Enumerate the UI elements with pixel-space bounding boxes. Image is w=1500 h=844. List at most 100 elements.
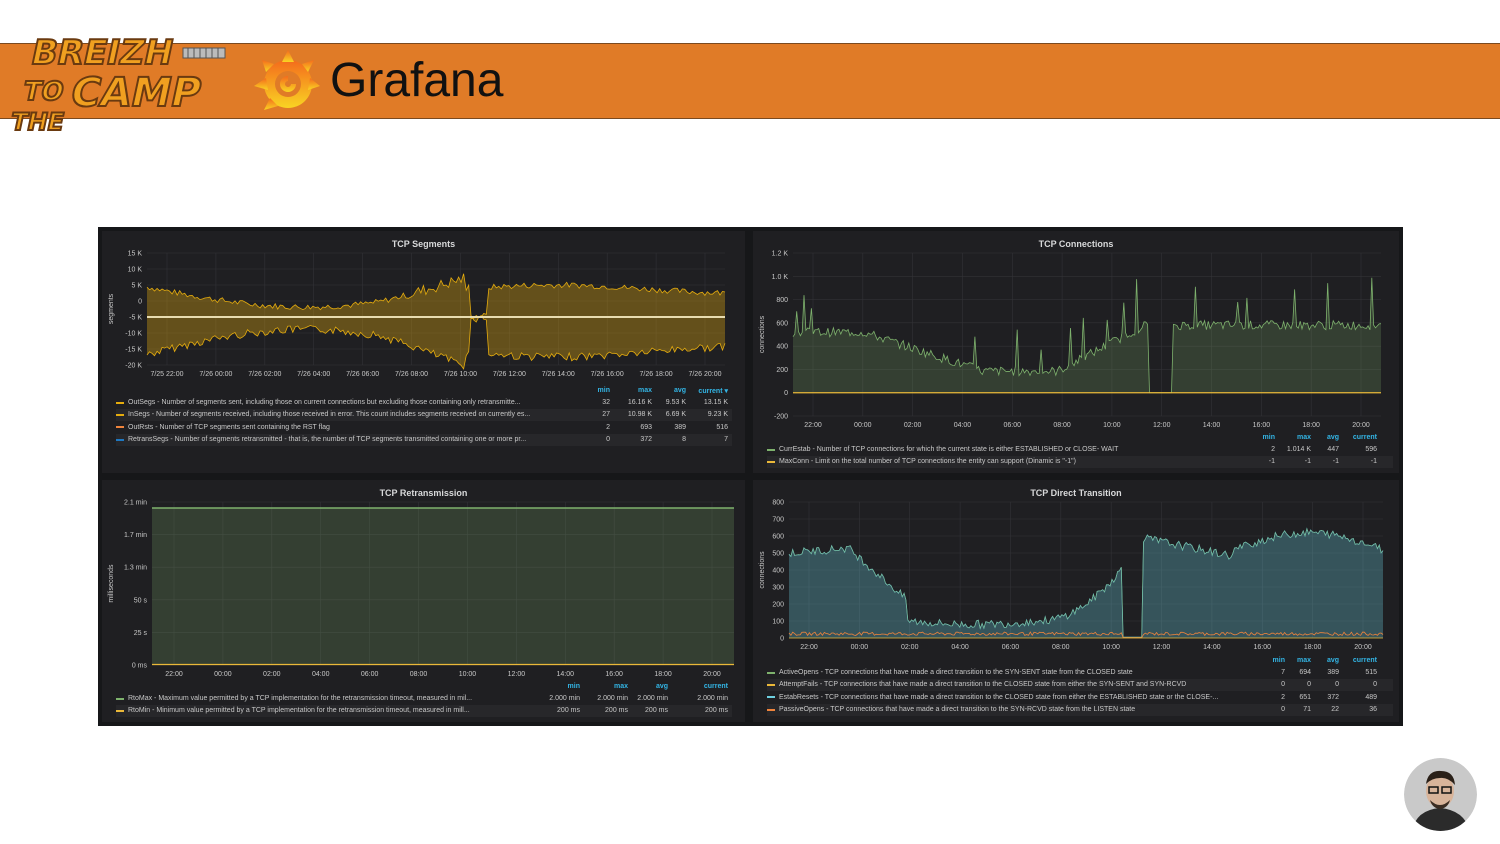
legend-row[interactable]: RetransSegs - Number of segments retrans… xyxy=(116,433,732,446)
legend-header-avg[interactable]: avg xyxy=(1326,434,1339,441)
legend-header-min[interactable]: min xyxy=(1262,434,1275,441)
legend-value: 372 xyxy=(1327,693,1339,701)
panel-title[interactable]: TCP Connections xyxy=(1038,239,1114,249)
legend-header-max[interactable]: max xyxy=(637,387,652,394)
panel-tcp-segments[interactable]: TCP Segments 15 K 10 K 5 K 0 -5 K -10 K -15 K -… xyxy=(102,231,745,473)
panel-tcp-connections[interactable]: TCP Connections 1.2 K 1.0 K 800 600 400 200 0 -… xyxy=(753,231,1399,473)
y-tick-label: 400 xyxy=(776,344,788,351)
legend-series-label[interactable]: OutSegs - Number of segments sent, inclu… xyxy=(128,399,521,406)
x-tick-label: 12:00 xyxy=(1153,644,1171,651)
legend-swatch[interactable] xyxy=(767,708,775,711)
legend-swatch[interactable] xyxy=(767,461,775,464)
legend-value: 389 xyxy=(674,423,686,431)
svg-text:CAMP: CAMP xyxy=(66,68,205,115)
y-tick-label: 200 xyxy=(776,367,788,374)
x-tick-label: 7/26 04:00 xyxy=(297,371,330,378)
legend-header-min[interactable]: min xyxy=(597,387,610,394)
legend-series-label[interactable]: EstabResets - TCP connections that have … xyxy=(779,693,1219,701)
legend-swatch[interactable] xyxy=(116,710,124,713)
legend-header-min[interactable]: min xyxy=(567,683,580,690)
x-tick-label: 16:00 xyxy=(1253,422,1271,429)
legend-series-label[interactable]: InSegs - Number of segments received, in… xyxy=(128,411,531,419)
panel-tcp-direct-transition[interactable]: TCP Direct Transition 800 700 600 500 400 300… xyxy=(753,480,1399,722)
legend-header-min[interactable]: min xyxy=(1272,657,1285,664)
series-line-passiveopens xyxy=(788,631,1384,639)
tcp-connections-chart[interactable]: 1.2 K 1.0 K 800 600 400 200 0 -200 22:00 00:00 02:… xyxy=(753,231,1399,473)
y-tick-label: 600 xyxy=(772,534,784,541)
legend-swatch[interactable] xyxy=(767,448,775,451)
legend-value: 32 xyxy=(602,399,610,406)
legend-value: 200 ms xyxy=(605,707,628,715)
legend-swatch[interactable] xyxy=(116,401,124,404)
y-tick-label: -200 xyxy=(774,414,788,421)
legend-header-current[interactable]: current xyxy=(703,683,728,690)
breizhcamp-logo-icon: BREIZH TO CAMP THE xyxy=(8,32,226,137)
legend-row[interactable]: PassiveOpens - TCP connections that have… xyxy=(767,703,1393,716)
x-tick-label: 18:00 xyxy=(654,671,672,678)
legend-value: 10.98 K xyxy=(627,411,652,419)
x-tick-label: 7/25 22:00 xyxy=(150,371,183,378)
legend-row[interactable]: MaxConn - Limit on the total number of T… xyxy=(767,456,1393,469)
legend-swatch[interactable] xyxy=(116,438,124,441)
panel-title[interactable]: TCP Segments xyxy=(391,239,456,249)
legend-row[interactable]: InSegs - Number of segments received, in… xyxy=(116,409,732,422)
tcp-segments-chart[interactable]: 15 K 10 K 5 K 0 -5 K -10 K -15 K -20 K 7/25 22:0… xyxy=(102,231,745,473)
legend-header-avg[interactable]: avg xyxy=(1326,657,1339,664)
legend-row[interactable]: ActiveOpens - TCP connections that have … xyxy=(767,667,1393,679)
legend-series-label[interactable]: CurrEstab - Number of TCP connections fo… xyxy=(779,446,1119,453)
panel-tcp-retransmission[interactable]: TCP Retransmission 2.1 min 1.7 min 1.3 min… xyxy=(102,480,745,722)
x-tick-label: 18:00 xyxy=(1302,422,1320,429)
legend-row[interactable]: OutRsts - Number of TCP segments sent co… xyxy=(116,422,732,434)
x-tick-label: 16:00 xyxy=(605,671,623,678)
legend-header-current[interactable]: current xyxy=(1352,434,1377,441)
legend-series-label[interactable]: RtoMin - Minimum value permitted by a TC… xyxy=(128,707,470,715)
legend-series-label[interactable]: ActiveOpens - TCP connections that have … xyxy=(779,669,1133,676)
legend-swatch[interactable] xyxy=(767,684,775,687)
legend-series-label[interactable]: RtoMax - Maximum value permitted by a TC… xyxy=(128,695,473,702)
legend-value: 0 xyxy=(1281,705,1285,713)
legend-swatch[interactable] xyxy=(116,697,124,700)
legend-header-avg[interactable]: avg xyxy=(673,387,686,394)
legend-value: 16.16 K xyxy=(627,399,652,406)
legend-value: 7 xyxy=(1281,669,1285,676)
legend-header-max[interactable]: max xyxy=(1296,657,1311,664)
panel-title[interactable]: TCP Direct Transition xyxy=(1030,488,1122,498)
legend-row[interactable]: CurrEstab - Number of TCP connections fo… xyxy=(767,444,1393,456)
y-tick-label: 2.1 min xyxy=(124,500,147,507)
y-tick-label: -20 K xyxy=(125,363,142,370)
legend-header-avg[interactable]: avg xyxy=(655,683,668,690)
legend-series-label[interactable]: MaxConn - Limit on the total number of T… xyxy=(779,458,1076,466)
legend-header-max[interactable]: max xyxy=(613,683,628,690)
legend-series-label[interactable]: AttemptFails - TCP connections that have… xyxy=(779,681,1187,689)
legend-value: 7 xyxy=(724,435,728,443)
legend-swatch[interactable] xyxy=(767,671,775,674)
legend-row[interactable]: OutSegs - Number of segments sent, inclu… xyxy=(116,397,732,409)
legend-value: -1 xyxy=(1304,458,1311,466)
x-tick-label: 7/26 20:00 xyxy=(688,371,721,378)
x-tick-label: 18:00 xyxy=(1304,644,1322,651)
legend-row[interactable]: RtoMin - Minimum value permitted by a TC… xyxy=(116,705,732,718)
legend-row[interactable]: EstabResets - TCP connections that have … xyxy=(767,692,1393,704)
legend-row[interactable]: RtoMax - Maximum value permitted by a TC… xyxy=(116,693,732,705)
panel-title[interactable]: TCP Retransmission xyxy=(379,488,468,498)
y-tick-label: -10 K xyxy=(125,331,142,338)
legend-row[interactable]: AttemptFails - TCP connections that have… xyxy=(767,679,1393,692)
legend-header-max[interactable]: max xyxy=(1296,434,1311,441)
slide-title: Grafana xyxy=(330,54,504,107)
tcp-retransmission-chart[interactable]: 2.1 min 1.7 min 1.3 min 50 s 25 s 0 ms 22:00 00… xyxy=(102,480,745,722)
x-tick-label: 04:00 xyxy=(951,644,969,651)
legend-series-label[interactable]: RetransSegs - Number of segments retrans… xyxy=(128,435,527,443)
legend-header-current[interactable]: current xyxy=(1352,657,1377,664)
legend-value: -1 xyxy=(1268,458,1275,466)
y-tick-label: 800 xyxy=(772,500,784,507)
legend-swatch[interactable] xyxy=(116,426,124,429)
legend-header-current[interactable]: current ▾ xyxy=(698,388,728,395)
legend-swatch[interactable] xyxy=(767,696,775,699)
legend-value: 516 xyxy=(716,423,728,431)
legend-series-label[interactable]: PassiveOpens - TCP connections that have… xyxy=(779,705,1136,713)
legend-series-label[interactable]: OutRsts - Number of TCP segments sent co… xyxy=(128,423,330,431)
legend-value: 71 xyxy=(1303,705,1311,713)
legend-swatch[interactable] xyxy=(116,414,124,417)
y-tick-label: 300 xyxy=(772,585,784,592)
